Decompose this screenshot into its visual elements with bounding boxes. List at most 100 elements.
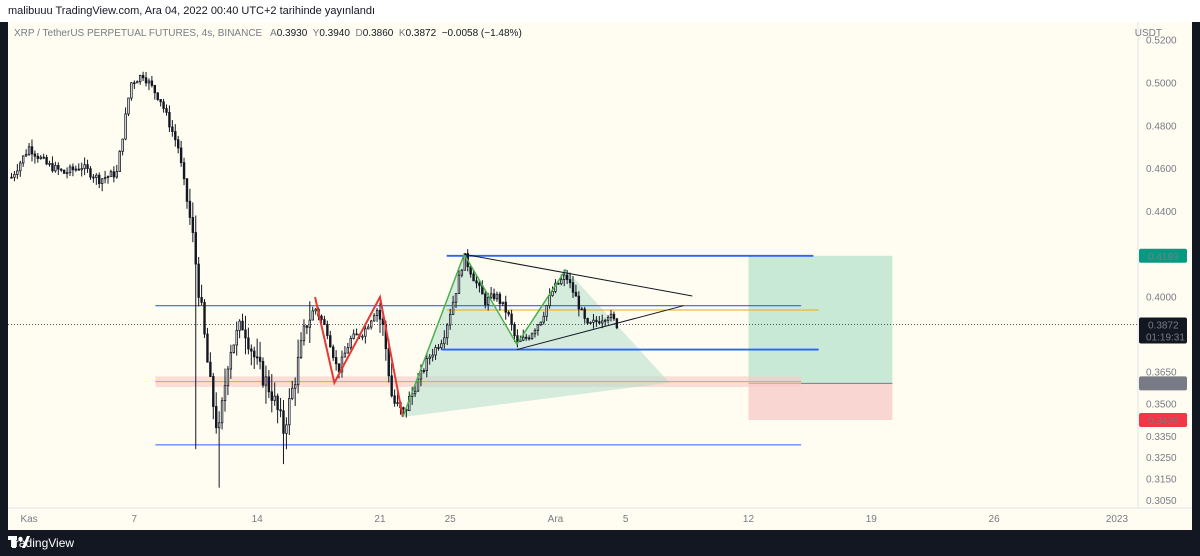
candle-body [516, 335, 519, 343]
candle-body [293, 384, 297, 389]
candle-body [36, 155, 40, 159]
current-price-label: 0.3872 [1148, 321, 1179, 332]
tradingview-logo[interactable]: TradingView [8, 536, 74, 550]
target-zone[interactable] [748, 255, 893, 384]
candle-body [337, 363, 341, 373]
candle-body [80, 168, 83, 171]
candle-body [124, 113, 127, 140]
candle-body [431, 354, 434, 358]
candle-body [513, 324, 516, 337]
candle-body [326, 323, 329, 337]
candle-body [527, 337, 531, 340]
candle-body [244, 329, 247, 339]
candle-body [489, 293, 493, 298]
candle-body [136, 81, 139, 84]
candle-body [548, 295, 551, 306]
candle-body [39, 156, 42, 159]
candle-body [103, 177, 107, 180]
candle-body [443, 337, 446, 345]
candle-body [560, 279, 563, 285]
price-tag-label: 0.3597 [1148, 379, 1179, 390]
legend-high-key: Y [312, 28, 320, 39]
candle-body [206, 333, 209, 363]
candle-body [71, 166, 75, 171]
candle-body [165, 108, 168, 113]
triangle-bottom-line[interactable] [516, 305, 684, 351]
candle-body [133, 82, 136, 85]
candle-body [299, 340, 303, 358]
candle-body [475, 280, 478, 284]
candle-body [507, 311, 510, 315]
candle-body [106, 176, 110, 178]
candle-body [118, 150, 121, 172]
candle-body [536, 324, 540, 331]
candle-body [440, 343, 443, 349]
candle-body [270, 391, 273, 401]
candle-body [378, 309, 382, 320]
candle-body [255, 356, 259, 359]
legend-open-key: A [270, 28, 277, 39]
candle-body [302, 325, 306, 342]
tradingview-logo-icon [8, 536, 30, 548]
candle-body [127, 97, 130, 115]
candle-body [586, 318, 589, 324]
candle-body [223, 385, 227, 402]
pattern-fill[interactable] [402, 254, 670, 418]
price-chart[interactable]: 0.5200 0.5000 0.4800 0.4600 0.4400 0.4000 0.36… [8, 22, 1192, 530]
candle-body [568, 279, 572, 284]
candle-body [48, 163, 51, 165]
triangle-top-line[interactable] [464, 253, 693, 297]
chart-area[interactable]: 0.5200 0.5000 0.4800 0.4600 0.4400 0.4000 0.36… [8, 22, 1192, 530]
candle-body [542, 315, 545, 323]
y-tick-label: 0.3050 [1146, 496, 1177, 507]
bar-countdown-label: 01:19:31 [1146, 333, 1185, 344]
candle-body [100, 178, 104, 184]
green-pattern[interactable] [402, 252, 567, 418]
candle-body [448, 313, 452, 326]
red-zigzag[interactable] [314, 294, 404, 418]
footer-bar: TradingView [0, 530, 1200, 556]
candle-body [583, 308, 586, 319]
candle-body [595, 319, 598, 323]
candle-body [396, 402, 399, 404]
candle-body [565, 274, 569, 280]
candle-body [229, 352, 233, 370]
x-tick-label: 12 [743, 514, 755, 525]
x-tick-label: 7 [132, 514, 138, 525]
candle-body [191, 217, 195, 233]
candle-body [273, 395, 276, 401]
candle-body [305, 325, 309, 328]
price-tag [1139, 376, 1187, 391]
candle-body [393, 395, 396, 404]
x-tick-label: Ara [548, 514, 564, 525]
candle-body [147, 80, 151, 84]
candle-body [121, 138, 124, 152]
candle-body [279, 409, 282, 412]
candle-body [253, 350, 256, 358]
candle-body [258, 356, 262, 362]
publish-title: malibuuu TradingView.com, Ara 04, 2022 0… [8, 5, 375, 17]
candle-body [144, 77, 148, 84]
candle-body [589, 321, 592, 324]
candle-body [504, 301, 507, 313]
legend-low-key: D [355, 28, 363, 39]
legend-close-key: K [398, 28, 406, 39]
stop-zone[interactable] [748, 383, 893, 421]
candle-body [446, 324, 449, 339]
y-tick-label: 0.3250 [1146, 453, 1177, 464]
y-tick-label: 0.5000 [1146, 79, 1177, 90]
candle-body [454, 293, 458, 303]
x-tick-label: 21 [374, 514, 386, 525]
candle-body [24, 154, 28, 157]
candle-body [539, 321, 543, 326]
candle-body [276, 395, 279, 411]
candle-body [215, 406, 218, 429]
candle-body [250, 348, 253, 352]
candle-body [51, 163, 54, 172]
candle-body [457, 274, 461, 294]
candle-body [57, 164, 60, 170]
candle-body [387, 348, 390, 377]
candle-body [451, 301, 455, 315]
candle-body [77, 168, 80, 171]
candle-body [27, 146, 31, 155]
